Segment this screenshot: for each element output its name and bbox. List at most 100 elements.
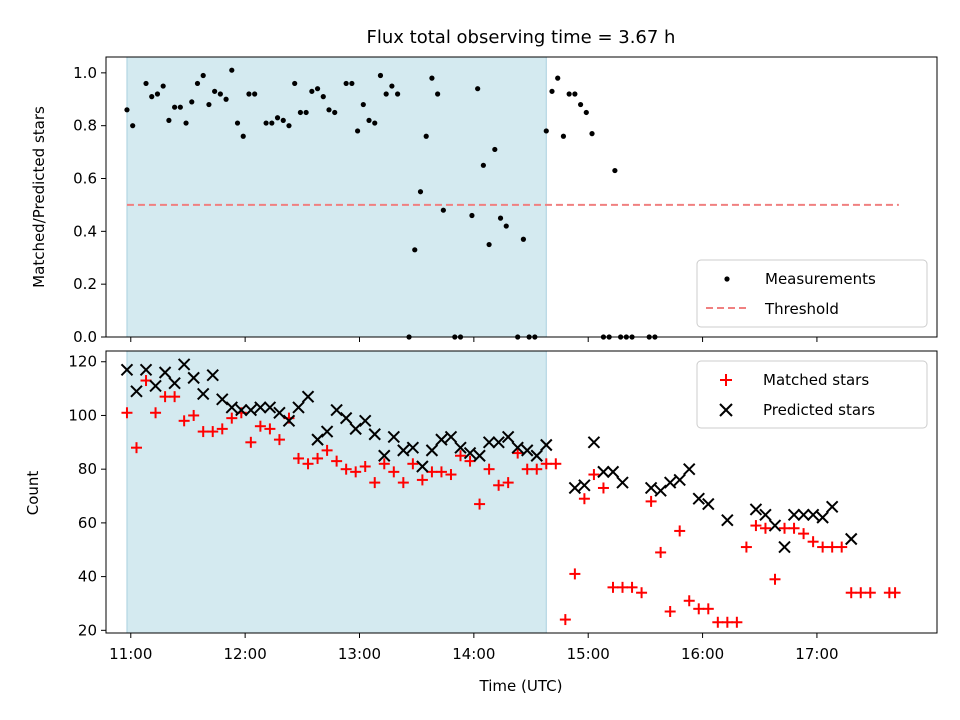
top-legend-box <box>696 259 928 328</box>
matched-star-point <box>578 493 590 505</box>
predicted-star-point <box>663 476 677 489</box>
predicted-star-point <box>721 513 734 527</box>
predicted-star-point <box>768 519 782 532</box>
measurement-point <box>412 247 418 253</box>
matched-star-point <box>569 568 581 580</box>
predicted-star-point <box>206 368 219 382</box>
matched-star-point <box>626 581 638 593</box>
measurement-point <box>583 109 589 116</box>
measurement-point <box>206 101 212 108</box>
top-y-tick-label: 0.6 <box>73 170 97 188</box>
matched-star-point <box>416 474 428 486</box>
matched-star-point <box>359 460 371 472</box>
matched-star-point <box>512 447 524 459</box>
predicted-star-point <box>606 465 620 479</box>
predicted-star-point <box>216 393 229 406</box>
predicted-star-point <box>311 433 324 446</box>
predicted-star-point <box>235 403 248 417</box>
matched-star-point <box>826 541 838 553</box>
measurement-point <box>343 80 349 87</box>
measurement-point <box>349 80 355 87</box>
measurement-point <box>314 86 321 92</box>
matched-star-point <box>140 375 152 387</box>
predicted-star-point <box>511 441 524 454</box>
matched-star-point <box>597 482 609 494</box>
matched-star-point <box>169 391 181 403</box>
bottom-x-tick-label: 14:00 <box>452 645 495 663</box>
legend-matched-marker <box>720 374 732 386</box>
measurement-point <box>326 107 332 113</box>
predicted-star-point <box>339 411 353 425</box>
top-y-tick-label: 0.0 <box>73 328 97 346</box>
matched-star-point <box>664 606 676 618</box>
measurement-point <box>354 128 361 134</box>
matched-star-point <box>178 415 190 427</box>
measurement-point <box>286 123 292 129</box>
matched-star-point <box>121 407 133 419</box>
bottom-x-tick-label: 16:00 <box>681 645 724 663</box>
legend-threshold-label: Threshold <box>764 300 839 318</box>
predicted-star-point <box>482 436 496 449</box>
bottom-y-tick-label: 80 <box>78 460 97 478</box>
predicted-star-point <box>263 401 277 414</box>
measurement-point <box>130 123 136 129</box>
measurement-point <box>360 101 366 108</box>
matched-star-point <box>474 498 486 510</box>
predicted-star-point <box>825 500 839 513</box>
measurement-point <box>143 80 149 87</box>
matched-star-point <box>645 495 657 507</box>
predicted-star-point <box>292 401 305 414</box>
matched-star-point <box>693 603 705 615</box>
predicted-star-point <box>654 484 667 497</box>
predicted-star-point <box>444 430 458 444</box>
matched-star-point <box>788 522 800 534</box>
top-y-tick-label: 0.8 <box>73 117 97 135</box>
matched-star-point <box>130 442 142 454</box>
matched-star-point <box>397 477 409 489</box>
matched-star-point <box>531 463 543 475</box>
predicted-star-point <box>273 406 286 419</box>
matched-star-point <box>369 477 381 489</box>
measurement-point <box>555 75 561 81</box>
predicted-star-point <box>397 444 410 457</box>
measurement-point <box>154 91 161 97</box>
matched-star-point <box>864 587 876 599</box>
bottom-x-tick-label: 13:00 <box>338 645 381 663</box>
predicted-star-point <box>368 428 381 441</box>
measurement-point <box>292 80 298 87</box>
predicted-star-point <box>540 438 553 452</box>
predicted-star-point <box>568 481 582 495</box>
measurement-point <box>223 96 229 102</box>
matched-star-point <box>493 479 505 491</box>
matched-star-point <box>759 522 771 534</box>
bottom-x-ticks: 11:00 12:00 13:00 14:00 15:00 16:00 17:00 <box>109 633 839 663</box>
predicted-star-point <box>463 446 477 460</box>
measurement-point <box>475 86 481 92</box>
predicted-star-point <box>778 540 791 554</box>
bottom-x-tick-label: 12:00 <box>224 645 267 663</box>
predicted-star-point <box>759 508 772 522</box>
measurement-point <box>160 83 166 89</box>
matched-star-point <box>769 573 781 585</box>
measurement-point <box>503 223 509 229</box>
predicted-star-point <box>797 508 810 522</box>
measurement-point <box>366 117 372 123</box>
matched-star-point <box>502 477 514 489</box>
matched-star-point <box>807 536 819 548</box>
top-axes-frame <box>105 56 938 338</box>
predicted-star-point <box>349 422 362 436</box>
matched-star-point <box>836 541 848 553</box>
measurement-point <box>440 207 446 213</box>
matched-star-point <box>683 595 695 607</box>
matched-star-point <box>350 466 362 478</box>
matched-star-point <box>855 587 867 599</box>
legend-measurements-marker <box>724 276 730 282</box>
top-y-tick-label: 1.0 <box>73 64 97 82</box>
measurement-point <box>212 88 218 94</box>
bottom-x-tick-label: 11:00 <box>109 645 152 663</box>
top-y-axis-label: Matched/Predicted stars <box>30 106 48 288</box>
predicted-star-point <box>177 358 191 371</box>
measurement-point <box>543 128 549 134</box>
matched-star-point <box>559 614 571 626</box>
